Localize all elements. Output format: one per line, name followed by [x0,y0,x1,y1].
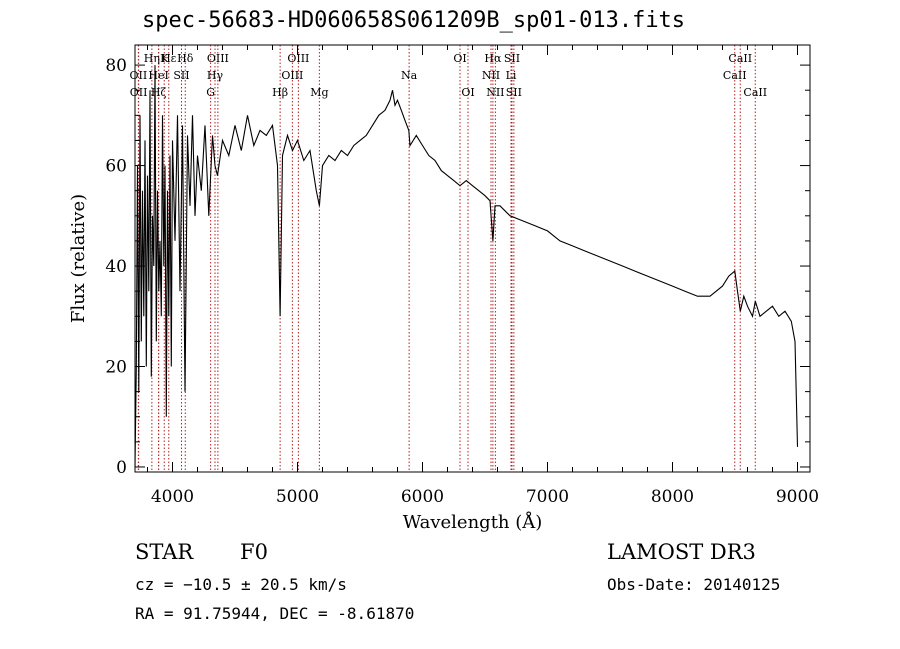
line-label: OI [453,52,466,65]
spectrum-line [134,65,799,468]
line-label: G [206,86,215,99]
line-label: SII [504,52,520,65]
line-label: SII [506,86,522,99]
line-label: Hα [484,52,502,65]
line-label: Hδ [177,52,194,65]
line-label: CaII [723,69,747,82]
y-tick-label: 40 [105,257,127,277]
line-label: Na [401,69,418,82]
x-tick-label: 5000 [276,487,319,507]
spectrum-series [134,65,799,468]
line-label: Hγ [207,69,224,82]
line-label: Mg [310,86,328,99]
plot-frame [134,44,811,473]
x-tick-label: 8000 [651,487,694,507]
emission-line-markers [137,45,756,472]
line-label: SII [173,69,189,82]
line-label: OII [130,86,148,99]
y-tick-label: 80 [105,56,127,76]
redshift-text: cz = −10.5 ± 20.5 km/s [135,575,347,594]
x-tick-label: 9000 [776,487,819,507]
object-type: STAR [135,540,194,564]
y-axis-label: Flux (relative) [68,194,89,323]
line-label: Hε [161,52,177,65]
line-label: Hη [144,52,160,65]
line-label: CaII [728,52,752,65]
line-label: Hζ [151,86,167,99]
line-label: OII [130,69,148,82]
line-label: CaII [743,86,767,99]
line-label: OIII [207,52,229,65]
line-label: Hβ [272,86,288,99]
x-tick-label: 4000 [151,487,194,507]
line-label: OI [461,86,474,99]
x-axis-label: Wavelength (Å) [403,511,543,533]
survey-label: LAMOST DR3 [607,540,756,564]
y-tick-label: 20 [105,358,127,378]
obs-date: Obs-Date: 20140125 [607,575,781,594]
axes: 4000 5000 6000 7000 8000 9000 0 20 40 60 80 Wavelen… [68,44,819,533]
chart-title: spec-56683-HD060658S061209B_sp01-013.fit… [142,8,686,33]
x-tick-label: 7000 [526,487,569,507]
x-tick-label: 6000 [401,487,444,507]
y-tick-label: 60 [105,157,127,177]
line-label: NII [486,86,504,99]
coordinates: RA = 91.75944, DEC = -8.61870 [135,604,415,623]
line-label: HeI [148,69,168,82]
line-label: OIII [281,69,303,82]
subclass: F0 [240,540,268,564]
y-tick-label: 0 [116,458,127,478]
line-label: Li [506,69,517,82]
line-label: NII [482,69,500,82]
line-label: OIII [287,52,309,65]
line-label: K [160,52,169,65]
